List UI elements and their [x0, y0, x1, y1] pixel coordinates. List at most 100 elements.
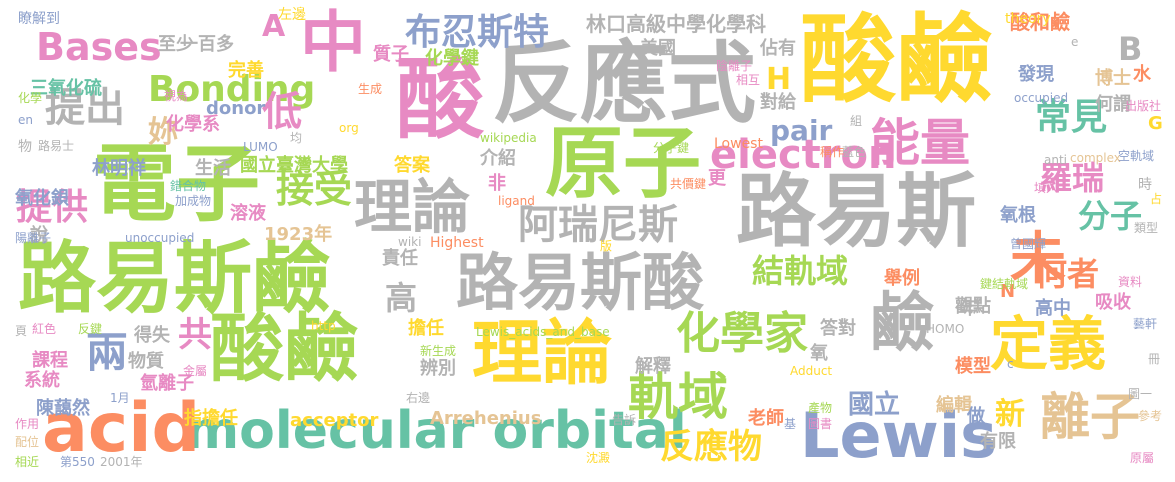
word-cjk-27: 提出	[45, 85, 125, 131]
word-cjk-146: 版	[600, 239, 613, 253]
word-cjk-73: 得失	[134, 325, 170, 346]
word-donor: donor	[206, 98, 266, 119]
word-cjk-17: 理論	[354, 173, 471, 241]
word-cjk-30: 常見	[1035, 97, 1108, 138]
word-b: B	[1118, 30, 1143, 68]
word-cjk-106: 視為	[164, 89, 189, 103]
word-1: 1月	[110, 391, 130, 405]
word-cjk-37: 兩	[86, 328, 129, 377]
word-cjk-61: 溶液	[230, 203, 266, 224]
word-2001: 2001年	[100, 455, 143, 469]
word-cjk-59: 國立臺灣大學	[240, 155, 348, 176]
word-highest: Highest	[430, 235, 484, 251]
word-cjk-152: 新生成	[420, 344, 457, 358]
word-cjk-169: 參考	[1138, 409, 1163, 423]
word-cjk-114: 生成	[358, 82, 383, 96]
word-cjk-112: 均	[290, 131, 303, 145]
word-cjk-99: 更	[708, 168, 726, 189]
word-cjk-153: 金屬	[183, 364, 208, 378]
word-cjk-57: 化學系	[166, 114, 220, 135]
word-cjk-96: 對給	[760, 92, 796, 113]
word-cjk-84: 觀點	[955, 296, 991, 317]
word-cjk-31: 羅瑞	[1040, 159, 1105, 197]
word-org: org	[339, 121, 359, 135]
word-a: A	[262, 9, 286, 44]
word-cjk-42: 高	[385, 279, 418, 317]
word-theory: theory	[1005, 11, 1051, 27]
word-cjk-21: 化學家	[676, 308, 808, 359]
word-cjk-103: 至少	[158, 34, 194, 55]
word-cjk-121: 稱作	[820, 145, 845, 159]
word-cjk-74: 物質	[128, 351, 164, 372]
word-cjk-33: 何者	[1035, 255, 1100, 293]
word-cjk-53: 生活	[195, 158, 231, 179]
word-cjk-4: 電子	[92, 135, 261, 233]
word-en: en	[18, 113, 33, 127]
word-wikipedia: wikipedia	[480, 131, 537, 145]
word-cjk-91: 何謂	[1095, 94, 1131, 115]
word-complex: complex	[1070, 151, 1121, 165]
word-cjk-63: 氧化鋇	[15, 188, 69, 209]
word-cjk-9: 酸鹼	[210, 306, 358, 392]
word-cjk-140: 加成物	[175, 194, 212, 208]
word-g: G	[1148, 113, 1163, 134]
word-cjk-0: 反應式	[492, 32, 757, 135]
word-bonding: Bonding	[148, 69, 316, 110]
word-lumo: LUMO	[243, 140, 278, 154]
word-cjk-147: 頁	[15, 324, 28, 338]
word-cjk-86: 年	[960, 298, 978, 319]
word-cjk-165: 配位	[15, 435, 40, 449]
word-e: e	[1071, 35, 1079, 49]
word-cjk-109: 物	[18, 139, 32, 155]
word-cjk-100: 說	[30, 225, 48, 246]
word-cjk-135: 鍵結軌域	[980, 277, 1029, 291]
word-cjk-160: 告訴	[612, 413, 637, 427]
word-cjk-20: 軌域	[628, 368, 728, 426]
word-cjk-87: 舉例	[884, 268, 920, 289]
word-cjk-16: 能量	[870, 114, 970, 172]
word-cjk-56: 三氧化硫	[30, 78, 102, 99]
word-cjk-116: 陰離子	[716, 59, 753, 73]
word-wiki: wiki	[398, 235, 422, 249]
word-molecular-orbital: molecular orbital	[185, 401, 687, 461]
word-cjk-148: 紅色	[32, 322, 57, 336]
word-cjk-131: 填入	[1034, 181, 1059, 195]
word-cjk-93: 化學鍵	[425, 48, 479, 69]
word-cjk-127: 空軌域	[1118, 149, 1155, 163]
word-cjk-107: 化學	[18, 91, 43, 105]
word-cjk-7: 路易斯鹼	[18, 234, 331, 324]
word-cjk-1: 酸鹼	[800, 4, 992, 116]
word-cjk-89: 氧根	[1000, 205, 1036, 226]
word-cjk-90: 發現	[1018, 64, 1054, 85]
word-cjk-134: 曾國輝	[1010, 237, 1047, 251]
word-cjk-23: 阿瑞尼斯	[518, 202, 678, 248]
word-cjk-71: 系統	[24, 370, 60, 391]
word-cjk-19: 離子	[1040, 388, 1140, 446]
word-cjk-139: 錯合物	[170, 179, 207, 193]
word-http: http	[311, 319, 336, 333]
word-cjk-75: 辨別	[420, 358, 456, 379]
word-acid: acid	[42, 389, 201, 468]
word-cjk-154: 右邊	[406, 391, 431, 405]
word-cjk-167: 冊	[1148, 352, 1161, 366]
word-cjk-82: 氧	[810, 343, 828, 364]
word-lewis-acids-and-base: Lewis_acids_and_base	[476, 325, 610, 339]
word-adduct: Adduct	[790, 364, 833, 378]
word-cjk-124: 出版社	[1125, 99, 1162, 113]
word-cjk-69: 陳藹然	[36, 398, 90, 419]
word-cjk-161: 沈澱	[586, 451, 611, 465]
word-cjk-166: 相近	[15, 455, 40, 469]
word-ligand: ligand	[498, 194, 535, 208]
word-cjk-79: 有限	[980, 431, 1016, 452]
word-cjk-98: 非	[488, 173, 506, 194]
word-cjk-65: 擔任	[408, 318, 444, 339]
word-cjk-92: 質子	[373, 44, 409, 65]
word-bases: Bases	[36, 25, 162, 69]
word-cjk-149: 反鍵	[78, 322, 103, 336]
word-lewis: Lewis	[800, 399, 997, 472]
word-cjk-35: 提供	[16, 187, 89, 228]
word-cjk-36: 反應物	[660, 427, 762, 467]
word-cjk-130: 時	[1138, 177, 1152, 193]
word-cjk-5: 原子	[545, 119, 702, 209]
